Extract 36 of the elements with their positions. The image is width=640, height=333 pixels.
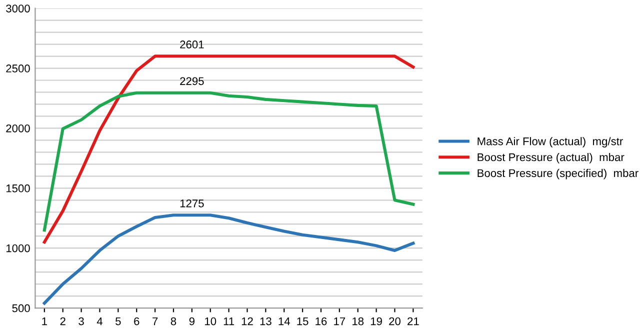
x-tick-label: 3 [78,317,84,326]
y-tick-label: 3000 [6,4,30,12]
x-tick-label: 7 [152,317,158,326]
x-tick-label: 16 [316,317,327,326]
x-tick-label: 8 [170,317,176,326]
legend-label: Boost Pressure (actual) mbar [478,152,624,164]
line-series [42,214,415,305]
x-tick-label: 5 [116,317,121,326]
y-tick-label: 500 [12,304,30,312]
x-tick-label: 2 [60,317,66,326]
x-tick-label: 17 [334,317,346,326]
x-tick-label: 12 [242,317,253,326]
x-tick-label: 21 [408,317,419,326]
y-tick-label: 1000 [6,244,30,252]
x-tick-label: 13 [260,317,272,326]
annotation: 2601 [180,40,204,48]
legend-label: Mass Air Flow (actual) mg/str [478,137,623,148]
x-tick-label: 10 [205,317,216,326]
y-tick-label: 1500 [6,184,30,192]
x-tick-label: 1 [42,317,47,326]
x-tick-label: 15 [297,317,308,326]
x-tick-label: 4 [96,317,102,326]
x-tick-label: 11 [224,317,234,326]
x-tick-label: 19 [370,317,382,326]
y-tick-label: 2500 [6,64,30,72]
annotation: 1275 [180,200,204,208]
x-tick-label: 6 [134,317,140,326]
x-tick-label: 14 [278,317,290,326]
x-tick-label: 9 [189,317,194,326]
x-tick-label: 18 [352,317,364,326]
annotation: 2295 [180,77,204,86]
x-tick-label: 20 [389,317,400,326]
line-series [42,91,415,232]
y-tick-label: 2000 [6,124,30,132]
line-series [42,54,415,244]
legend-label: Boost Pressure (specified) mbar [478,168,638,180]
